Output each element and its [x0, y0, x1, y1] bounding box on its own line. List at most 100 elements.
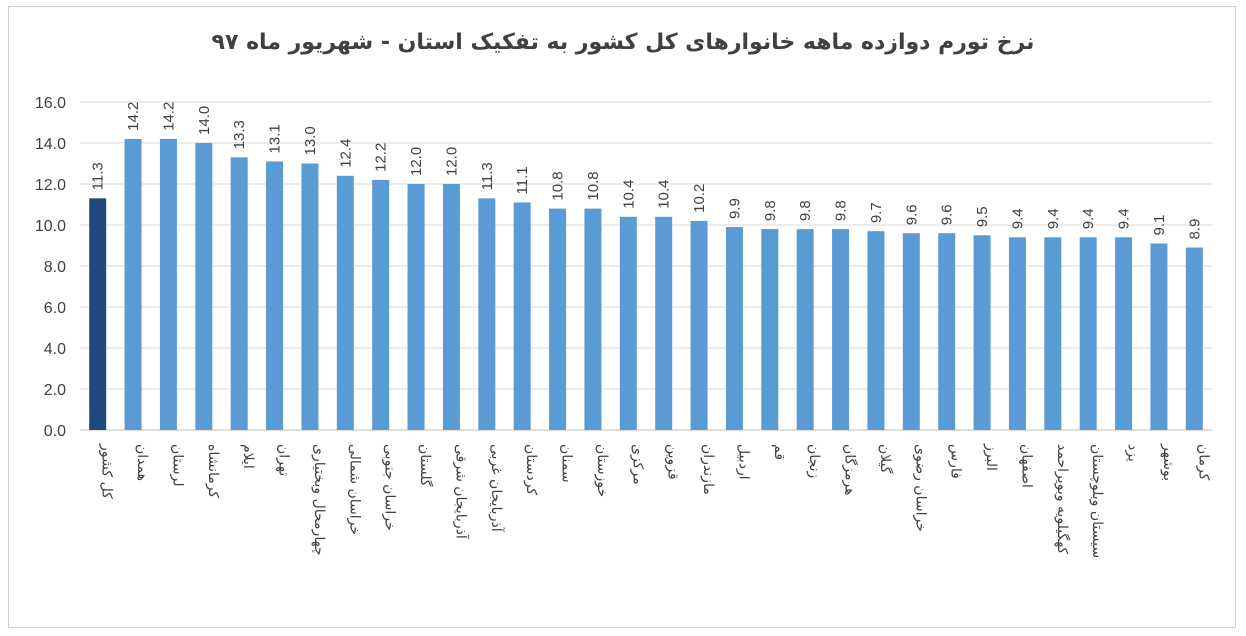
category-label: قزوین: [665, 444, 681, 480]
bar: [336, 175, 354, 430]
data-label: 9.4: [1045, 208, 1062, 229]
y-tick-label: 0.0: [44, 423, 66, 440]
category-label: خراسان جنوبی: [382, 444, 398, 531]
category-label: کردستان: [523, 444, 539, 495]
data-label: 9.8: [762, 200, 779, 221]
category-label: آذربایجان غربی: [488, 444, 505, 533]
category-label: گیلان: [877, 444, 894, 474]
data-label: 14.2: [125, 102, 142, 131]
category-label: ایلام: [240, 444, 256, 469]
bar: [938, 233, 956, 430]
data-label: 9.4: [1009, 208, 1026, 229]
y-tick-label: 10.0: [35, 218, 66, 235]
bar: [549, 208, 567, 430]
y-axis-ticks: 0.0 2.0 4.0 6.0 8.0 10.0 12.0 14.0 16.0: [35, 95, 66, 440]
category-label: خراسان رضوی: [912, 444, 928, 532]
y-tick-label: 6.0: [44, 300, 66, 317]
category-labels: کل کشور همدان لرستان کرمانشاه ایلام تهران چهار…: [99, 443, 1212, 558]
gridlines: [80, 101, 1212, 431]
category-label: چهارمحال وبختیاری: [311, 444, 327, 556]
data-label: 11.3: [90, 162, 107, 190]
category-label: لرستان: [169, 444, 185, 487]
category-label: بوشهر: [1160, 443, 1176, 481]
category-label: خراسان شمالی: [346, 444, 362, 535]
data-label: 9.6: [903, 204, 920, 225]
bar: [725, 227, 743, 430]
bar: [478, 198, 496, 430]
bar: [1115, 237, 1133, 430]
data-label: 12.2: [373, 143, 390, 172]
data-label: 12.4: [337, 139, 354, 168]
data-label: 10.8: [585, 171, 602, 200]
bar: [1150, 243, 1168, 430]
category-label: مرکزی: [629, 444, 645, 485]
bar: [89, 198, 107, 430]
bar: [832, 229, 850, 430]
data-label: 13.3: [231, 120, 248, 149]
data-label: 9.4: [1080, 208, 1097, 229]
category-label: اردبیل: [735, 444, 751, 480]
category-label: خوزستان: [594, 444, 610, 497]
category-label: سیستان وبلوچستان: [1089, 444, 1105, 558]
y-tick-label: 16.0: [35, 95, 66, 112]
data-label: 9.1: [1151, 215, 1168, 236]
data-label: 12.0: [443, 147, 460, 176]
bar: [442, 184, 460, 430]
category-label: گلستان: [417, 444, 434, 487]
category-label: البرز: [983, 443, 999, 471]
data-label: 12.0: [408, 147, 425, 176]
data-label: 10.4: [656, 180, 673, 209]
category-label: زنجان: [806, 444, 822, 478]
bar: [301, 163, 319, 430]
data-label: 9.8: [797, 200, 814, 221]
data-label: 9.7: [868, 202, 885, 223]
bars: [89, 138, 1203, 430]
bar: [124, 138, 142, 430]
category-label: اصفهان: [1018, 444, 1034, 488]
y-tick-label: 12.0: [35, 177, 66, 194]
data-label: 11.3: [479, 162, 496, 190]
data-label: 10.4: [620, 180, 637, 209]
category-label: کهگیلویه وبویراحمد: [1054, 444, 1071, 555]
bar: [372, 179, 390, 430]
category-label: کرمانشاه: [205, 444, 221, 498]
category-label: قم: [771, 444, 787, 460]
data-labels: 11.3 14.2 14.2 14.0 13.3 13.1 13.0 12.4 12.2 12.0…: [90, 102, 1204, 240]
bar: [1079, 237, 1097, 430]
bar: [973, 235, 991, 430]
bar: [1044, 237, 1062, 430]
category-label: تهران: [276, 444, 292, 476]
data-label: 13.1: [267, 124, 284, 153]
bar: [619, 216, 637, 430]
bar: [407, 184, 425, 430]
data-label: 10.8: [550, 171, 567, 200]
bar: [902, 233, 920, 430]
bar: [655, 216, 673, 430]
chart-title: نرخ تورم دوازده ماهه خانوارهای کل کشور ب…: [211, 30, 1035, 55]
data-label: 8.9: [1186, 219, 1203, 240]
category-label: سمنان: [559, 444, 575, 483]
bar: [867, 231, 885, 430]
bar: [513, 202, 531, 430]
category-label: کرمان: [1195, 444, 1211, 481]
category-label: همدان: [134, 444, 150, 481]
category-label: کل کشور: [99, 443, 115, 499]
bar: [159, 138, 177, 430]
y-tick-label: 4.0: [44, 341, 66, 358]
bar: [584, 208, 602, 430]
data-label: 10.2: [691, 184, 708, 213]
category-label: هرمزگان: [842, 444, 859, 496]
y-tick-label: 14.0: [35, 136, 66, 153]
category-label: یزد: [1125, 444, 1141, 462]
category-label: فارس: [948, 444, 964, 479]
y-tick-label: 2.0: [44, 382, 66, 399]
bar: [690, 220, 708, 430]
bar: [266, 161, 284, 430]
data-label: 9.4: [1116, 208, 1133, 229]
bar: [1185, 247, 1203, 430]
data-label: 9.6: [939, 204, 956, 225]
data-label: 11.1: [514, 166, 531, 194]
bar: [796, 229, 814, 430]
category-label: آذربایجان شرقی: [452, 444, 469, 540]
category-label: مازندران: [700, 444, 716, 495]
